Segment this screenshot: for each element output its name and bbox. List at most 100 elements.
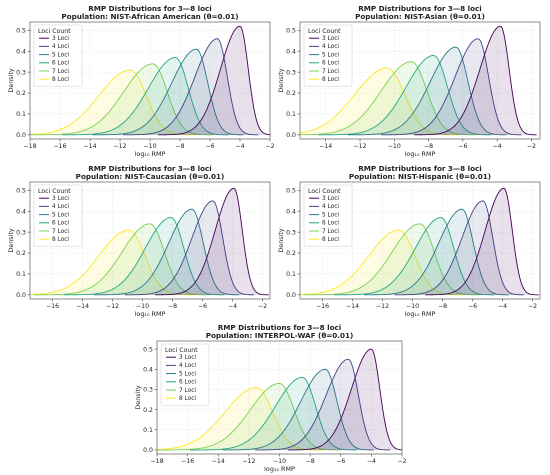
density-curves — [300, 25, 537, 136]
density-line-7-loci — [300, 61, 477, 136]
legend-entry: 4 Loci — [322, 204, 339, 210]
x-tick-label: −2 — [527, 143, 536, 150]
density-line-5-loci — [94, 208, 240, 296]
legend-entry: 6 Loci — [322, 61, 339, 67]
legend-entry: 4 Loci — [52, 204, 69, 210]
y-tick-label: 0.2 — [286, 90, 296, 97]
y-tick-label: 0.1 — [286, 111, 296, 118]
x-tick-label: −14 — [319, 143, 332, 150]
plot-frame — [29, 181, 271, 300]
chart-panel-5: RMP Distributions for 3—8 lociPopulation… — [134, 323, 407, 473]
density-line-5-loci — [222, 368, 374, 451]
density-line-3-loci — [414, 25, 537, 136]
y-tick-label: 0.4 — [16, 208, 26, 215]
x-tick-label: −12 — [376, 303, 389, 310]
y-tick-label: 0.4 — [286, 48, 296, 55]
density-fill-7-loci — [30, 63, 213, 135]
x-tick-label: −10 — [388, 143, 401, 150]
y-tick-label: 0.5 — [143, 346, 153, 353]
density-curves — [157, 348, 402, 451]
y-tick-label: 0.0 — [286, 292, 296, 299]
x-tick-label: −10 — [136, 303, 149, 310]
chart-subtitle: Population: INTERPOL-WAF (θ=0.01) — [206, 331, 354, 340]
chart-title: RMP Distributions for 3—8 loci — [358, 164, 482, 173]
legend-entry: 5 Loci — [322, 52, 339, 58]
x-tick-label: −8 — [438, 303, 447, 310]
legend-entry: 7 Loci — [52, 69, 69, 75]
y-tick-label: 0.2 — [16, 90, 26, 97]
legend-title: Loci Count — [38, 28, 71, 35]
x-tick-label: −16 — [46, 303, 59, 310]
x-tick-label: −8 — [424, 143, 433, 150]
legend-entry: 8 Loci — [322, 77, 339, 83]
density-line-3-loci — [155, 187, 269, 296]
x-tick-label: −12 — [353, 143, 366, 150]
x-tick-label: −12 — [106, 303, 119, 310]
density-line-5-loci — [92, 48, 244, 136]
density-fill-6-loci — [189, 377, 358, 450]
chart-panel-3: RMP Distributions for 3—8 lociPopulation… — [7, 164, 271, 318]
x-tick-label: −16 — [181, 458, 194, 465]
density-line-5-loci — [347, 46, 507, 136]
legend-entry: 5 Loci — [322, 212, 339, 218]
density-line-5-loci — [364, 208, 510, 296]
chart-panel-2: RMP Distributions for 3—8 lociPopulation… — [277, 4, 541, 158]
legend-entry: 6 Loci — [52, 221, 69, 227]
density-line-7-loci — [157, 382, 341, 451]
chart-title: RMP Distributions for 3—8 loci — [88, 4, 212, 13]
x-tick-label: −4 — [235, 143, 244, 150]
x-tick-label: −8 — [168, 303, 177, 310]
chart-subtitle: Population: NIST-Asian (θ=0.01) — [355, 12, 485, 21]
y-axis-label: Density — [277, 68, 285, 93]
y-tick-label: 0.2 — [286, 250, 296, 257]
y-tick-label: 0.5 — [286, 188, 296, 195]
y-tick-label: 0.1 — [143, 427, 153, 434]
legend-entry: 8 Loci — [52, 77, 69, 83]
x-tick-label: −16 — [53, 143, 66, 150]
chart-title: RMP Distributions for 3—8 loci — [358, 4, 482, 13]
legend-entry: 4 Loci — [179, 363, 196, 369]
density-line-4-loci — [124, 200, 254, 296]
x-tick-label: −2 — [258, 303, 267, 310]
density-fill-7-loci — [33, 223, 210, 295]
x-tick-label: −8 — [175, 143, 184, 150]
density-line-4-loci — [381, 38, 522, 136]
density-line-6-loci — [318, 54, 492, 136]
density-line-6-loci — [333, 217, 495, 296]
legend-title: Loci Count — [165, 347, 198, 354]
legend-entry: 7 Loci — [179, 388, 196, 394]
legend-title: Loci Count — [308, 188, 341, 195]
x-tick-label: −6 — [468, 303, 477, 310]
density-line-8-loci — [30, 229, 196, 296]
density-fill-6-loci — [63, 217, 225, 295]
density-line-8-loci — [300, 229, 466, 296]
density-line-3-loci — [287, 348, 402, 451]
density-curves — [30, 187, 269, 296]
density-curves — [300, 187, 539, 296]
x-axis-label: log₁₀ RMP — [405, 310, 436, 318]
x-tick-label: −6 — [458, 143, 467, 150]
y-tick-label: 0.4 — [143, 366, 153, 373]
legend-entry: 7 Loci — [322, 229, 339, 235]
density-fill-5-loci — [348, 47, 507, 135]
y-tick-label: 0.4 — [286, 208, 296, 215]
density-line-7-loci — [303, 223, 480, 296]
legend-entry: 3 Loci — [52, 36, 69, 42]
density-fill-7-loci — [300, 61, 477, 135]
legend-entry: 4 Loci — [322, 44, 339, 50]
density-line-6-loci — [62, 57, 230, 136]
y-tick-label: 0.0 — [143, 447, 153, 454]
legend-entry: 7 Loci — [52, 229, 69, 235]
y-tick-label: 0.0 — [16, 292, 26, 299]
y-axis-label: Density — [7, 228, 15, 253]
chart-title: RMP Distributions for 3—8 loci — [218, 323, 342, 332]
x-axis-label: log₁₀ RMP — [135, 150, 166, 158]
density-line-4-loci — [255, 358, 391, 451]
x-tick-label: −2 — [397, 458, 406, 465]
legend-entry: 6 Loci — [322, 221, 339, 227]
y-axis-label: Density — [277, 228, 285, 253]
chart-subtitle: Population: NIST-Caucasian (θ=0.01) — [76, 172, 225, 181]
